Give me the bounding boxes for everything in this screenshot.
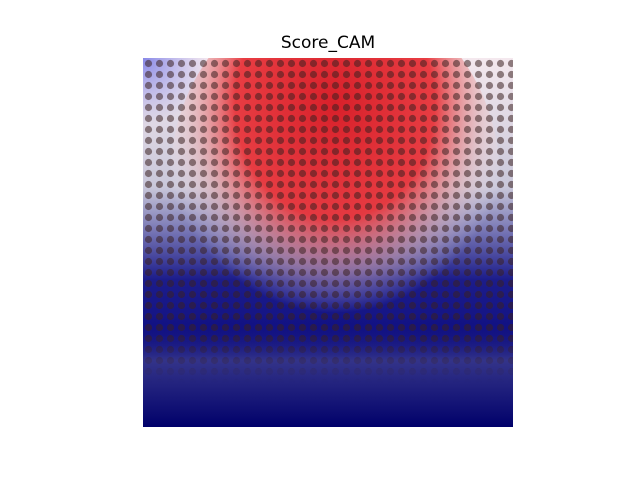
title: Score_CAM xyxy=(281,33,375,53)
heatmap-image xyxy=(143,58,513,427)
